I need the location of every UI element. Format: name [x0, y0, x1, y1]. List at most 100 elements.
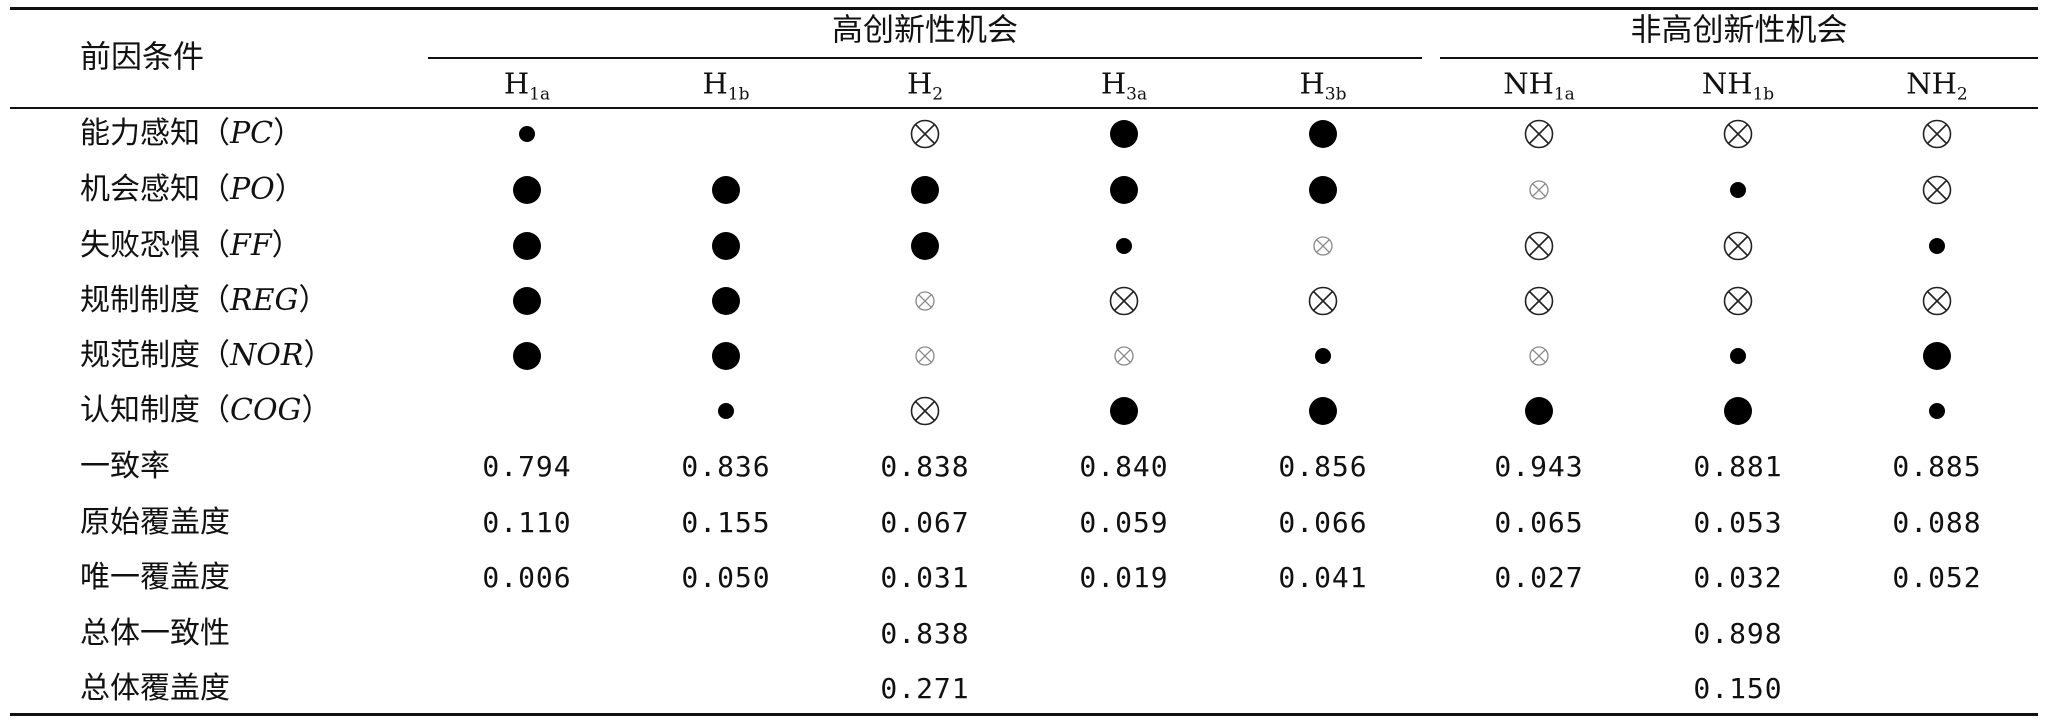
core-condition-absent-large-circled-x-icon	[1723, 231, 1753, 261]
column-header-subscript: 2	[932, 84, 944, 105]
metric-value: 0.032	[1693, 561, 1783, 594]
core-condition-present-large-dot	[911, 176, 939, 204]
peripheral-condition-absent-small-circled-x-icon	[1114, 346, 1134, 366]
peripheral-condition-absent-small-circled-x-icon	[915, 291, 935, 311]
peripheral-condition-present-small-dot	[1730, 182, 1746, 198]
core-condition-present-large-dot	[513, 232, 541, 260]
row-label-pc: 能力感知（PC）	[80, 116, 304, 151]
row-label-nor: 规范制度（NOR）	[80, 338, 334, 373]
core-condition-absent-large-circled-x-icon	[1109, 286, 1139, 316]
peripheral-condition-present-small-dot	[1929, 403, 1945, 419]
header-bottom-rule	[10, 107, 2038, 109]
row-label-abbreviation: PO	[230, 172, 275, 207]
row-label-text: 机会感知	[80, 172, 200, 207]
metric-value: 0.836	[681, 450, 771, 483]
peripheral-condition-absent-small-circled-x-icon	[1313, 236, 1333, 256]
core-condition-absent-large-circled-x-icon	[1723, 286, 1753, 316]
row-label-po: 机会感知（PO）	[80, 172, 305, 207]
core-condition-present-large-dot	[1923, 342, 1951, 370]
core-condition-present-large-dot	[911, 232, 939, 260]
overall-value: 0.898	[1693, 617, 1783, 650]
column-header-base: NH	[1503, 66, 1554, 101]
core-condition-absent-large-circled-x-icon	[1524, 286, 1554, 316]
peripheral-condition-present-small-dot	[519, 126, 535, 142]
metric-value: 0.052	[1892, 561, 1982, 594]
column-header-h3b: H3b	[1299, 66, 1347, 103]
row-label-abbreviation: COG	[230, 393, 302, 428]
column-header-base: NH	[1701, 66, 1753, 101]
core-condition-absent-large-circled-x-icon	[1922, 175, 1952, 205]
metric-value: 0.006	[482, 561, 572, 594]
metric-value: 0.041	[1278, 561, 1368, 594]
row-label-metric: 一致率	[80, 452, 170, 482]
metric-value: 0.943	[1494, 450, 1584, 483]
metric-value: 0.856	[1278, 450, 1368, 483]
peripheral-condition-present-small-dot	[1315, 348, 1331, 364]
row-label-text: 总体覆盖度	[80, 671, 230, 706]
row-label-abbreviation: PC	[230, 116, 274, 151]
metric-value: 0.110	[482, 506, 572, 539]
core-condition-present-large-dot	[1724, 397, 1752, 425]
metric-value: 0.840	[1079, 450, 1169, 483]
group-header-high-innovation: 高创新性机会	[832, 12, 1018, 49]
column-header-h1a: H1a	[503, 66, 550, 103]
core-condition-present-large-dot	[513, 176, 541, 204]
core-condition-absent-large-circled-x-icon	[1524, 231, 1554, 261]
core-condition-present-large-dot	[513, 287, 541, 315]
overall-value: 0.150	[1693, 672, 1783, 705]
column-header-base: H	[702, 66, 728, 101]
row-label-abbreviation: REG	[230, 283, 299, 318]
core-condition-absent-large-circled-x-icon	[1308, 286, 1338, 316]
row-label-text: 原始覆盖度	[80, 505, 230, 540]
group-rule-high-innovation	[428, 57, 1422, 59]
core-condition-present-large-dot	[1110, 176, 1138, 204]
column-header-subscript: 3b	[1324, 84, 1347, 105]
metric-value: 0.027	[1494, 561, 1584, 594]
core-condition-present-large-dot	[712, 232, 740, 260]
row-label-overall: 总体一致性	[80, 619, 230, 649]
row-label-ff: 失败恐惧（FF）	[80, 228, 302, 263]
row-label-text: 能力感知	[80, 116, 200, 151]
column-header-h3a: H3a	[1101, 69, 1147, 103]
row-label-text: 规范制度	[80, 338, 200, 373]
group-rule-non-high-innovation	[1440, 57, 2038, 59]
metric-value: 0.059	[1079, 506, 1169, 539]
metric-value: 0.794	[482, 450, 572, 483]
row-label-text: 认知制度	[80, 393, 200, 428]
column-header-nh1b: NH1b	[1701, 66, 1774, 103]
peripheral-condition-present-small-dot	[1929, 238, 1945, 254]
row-label-cog: 认知制度（COG）	[80, 393, 332, 428]
group-header-non-high-innovation: 非高创新性机会	[1630, 12, 1848, 49]
peripheral-condition-present-small-dot	[1730, 348, 1746, 364]
overall-value: 0.271	[880, 672, 970, 705]
peripheral-condition-absent-small-circled-x-icon	[915, 346, 935, 366]
row-label-text: 失败恐惧	[80, 228, 200, 263]
core-condition-absent-large-circled-x-icon	[1922, 286, 1952, 316]
core-condition-absent-large-circled-x-icon	[910, 119, 940, 149]
metric-value: 0.155	[681, 506, 771, 539]
row-label-metric: 唯一覆盖度	[80, 563, 230, 593]
column-header-h1b: H1b	[702, 66, 750, 103]
column-header-nh2: NH2	[1906, 69, 1968, 103]
metric-value: 0.067	[880, 506, 970, 539]
core-condition-absent-large-circled-x-icon	[1922, 119, 1952, 149]
column-header-base: H	[503, 66, 530, 101]
core-condition-present-large-dot	[1110, 397, 1138, 425]
metric-value: 0.050	[681, 561, 771, 594]
metric-value: 0.881	[1693, 450, 1783, 483]
row-label-reg: 规制制度（REG）	[80, 283, 329, 318]
column-header-subscript: 1b	[1752, 84, 1775, 105]
metric-value: 0.088	[1892, 506, 1982, 539]
column-header-subscript: 1b	[727, 84, 750, 105]
column-header-subscript: 1a	[1553, 84, 1575, 105]
metric-value: 0.031	[880, 561, 970, 594]
column-header-base: H	[1299, 66, 1325, 101]
core-condition-present-large-dot	[513, 342, 541, 370]
column-header-subscript: 2	[1956, 84, 1968, 105]
metric-value: 0.838	[880, 450, 970, 483]
core-condition-present-large-dot	[712, 342, 740, 370]
core-condition-present-large-dot	[712, 287, 740, 315]
peripheral-condition-absent-small-circled-x-icon	[1529, 346, 1549, 366]
core-condition-absent-large-circled-x-icon	[1524, 119, 1554, 149]
